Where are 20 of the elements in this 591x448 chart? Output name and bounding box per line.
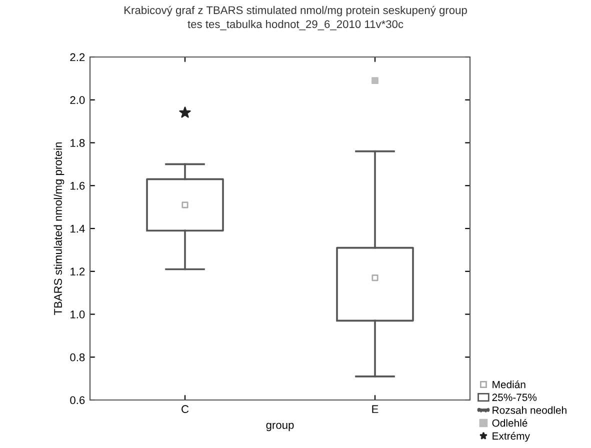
x-tick-label: E [372,405,378,413]
y-tick-label: 1.6 [70,182,85,190]
legend-label: Odlehlé [492,418,528,427]
text: Medián [492,380,526,388]
y-axis-title: TBARS stimulated nmol/mg protein [54,142,64,316]
y-tick-label: 0.6 [70,396,85,404]
chart-title: Krabicový graf z TBARS stimulated nmol/mg protein seskupený group [124,6,467,16]
y-tick-label: 1.8 [70,139,85,147]
text: 25%-75% [492,394,537,402]
legend-label: Extrémy [492,432,530,442]
y-tick-label: 0.8 [70,353,85,362]
y-tick-label: 2.0 [70,96,85,104]
y-tick-label: 2.2 [70,53,85,62]
y-tick-label: 1.0 [70,310,85,318]
x-axis-title: group [266,422,294,432]
y-tick-label: 1.4 [70,224,85,233]
chart-subtitle: tes tes_tabulka hodnot_29_6_2010 11v*30c [188,20,404,30]
x-tick-label: C [182,405,189,414]
text: Rozsah neodleh [492,406,566,414]
y-tick-label: 1.2 [70,268,85,276]
